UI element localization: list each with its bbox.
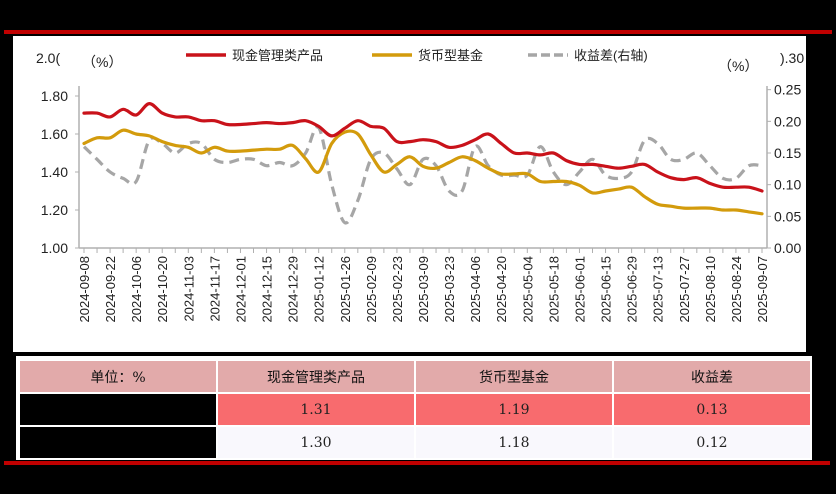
- left-tick-label: 1.20: [41, 202, 68, 218]
- right-tick-label: 0.20: [774, 113, 801, 129]
- x-tick-label: 2025-01-26: [338, 256, 353, 323]
- cell-money-fund: 1.18: [415, 427, 612, 458]
- table-header-row: 单位：% 现金管理类产品 货币型基金 收益差: [20, 361, 810, 392]
- left-tick-label: 2.0(: [36, 50, 60, 66]
- x-tick-label: 2025-01-12: [312, 256, 327, 323]
- x-tick-label: 2025-05-04: [520, 256, 535, 323]
- header-unit: 单位：%: [20, 361, 216, 392]
- row-label-redacted: [20, 427, 216, 458]
- x-tick-label: 2025-06-15: [599, 256, 614, 323]
- table-row: 1.31 1.19 0.13: [20, 394, 810, 425]
- header-cash-mgmt: 现金管理类产品: [217, 361, 414, 392]
- x-tick-label: 2024-11-17: [207, 256, 222, 322]
- x-tick-label: 2025-08-10: [703, 256, 718, 323]
- cell-cash-mgmt: 1.31: [217, 394, 414, 425]
- cell-spread: 0.12: [613, 427, 810, 458]
- x-tick-label: 2024-10-20: [155, 256, 170, 323]
- right-tick-label: 0.00: [774, 240, 801, 256]
- right-tick-label: 0.05: [774, 208, 801, 224]
- x-tick-label: 2024-09-22: [103, 256, 118, 323]
- x-tick-label: 2025-02-23: [390, 256, 405, 323]
- right-unit-label: （%）: [718, 58, 758, 74]
- x-tick-label: 2024-09-08: [77, 256, 92, 323]
- x-tick-label: 2025-08-24: [729, 256, 744, 323]
- left-tick-label: 1.60: [41, 126, 68, 142]
- x-tick-label: 2025-07-27: [677, 256, 692, 323]
- x-tick-label: 2025-03-09: [416, 256, 431, 323]
- x-tick-label: 2025-09-07: [755, 256, 770, 323]
- series-line-2: [82, 125, 763, 225]
- header-money-fund: 货币型基金: [415, 361, 612, 392]
- x-tick-label: 2024-12-01: [233, 256, 248, 323]
- left-tick-label: 1.40: [41, 164, 68, 180]
- x-tick-label: 2024-11-03: [181, 256, 196, 322]
- x-tick-label: 2025-02-09: [364, 256, 379, 323]
- yield-table: 单位：% 现金管理类产品 货币型基金 收益差 1.31 1.19 0.13 1.…: [18, 359, 812, 460]
- table-row: 1.30 1.18 0.12: [20, 427, 810, 458]
- left-unit-label: （%）: [82, 54, 122, 70]
- x-tick-label: 2025-06-29: [625, 256, 640, 323]
- line-chart: 1.00 1.20 1.40 1.60 1.80 2.0( 0.00 0.05 0.10 0.15…: [36, 48, 804, 323]
- x-tick-label: 2024-12-29: [286, 256, 301, 323]
- right-tick-label: ).30: [780, 50, 804, 66]
- x-tick-label: 2024-10-06: [129, 256, 144, 323]
- cell-cash-mgmt: 1.30: [217, 427, 414, 458]
- right-tick-label: 0.25: [774, 82, 801, 98]
- cell-money-fund: 1.19: [415, 394, 612, 425]
- legend-label: 货币型基金: [418, 48, 483, 63]
- x-tick-label: 2025-04-20: [494, 256, 509, 323]
- series-line-1: [82, 128, 764, 216]
- left-tick-label: 1.00: [41, 240, 68, 256]
- legend-label: 收益差(右轴): [574, 48, 648, 63]
- x-tick-label: 2025-04-06: [468, 256, 483, 323]
- x-tick-label: 2024-12-15: [260, 256, 275, 323]
- header-spread: 收益差: [613, 361, 810, 392]
- left-tick-label: 1.80: [41, 88, 68, 104]
- right-tick-label: 0.15: [774, 145, 801, 161]
- top-accent-bar: [4, 30, 832, 34]
- x-tick-label: 2025-03-23: [442, 256, 457, 323]
- chart-panel: 1.00 1.20 1.40 1.60 1.80 2.0( 0.00 0.05 0.10 0.15…: [13, 36, 806, 352]
- row-label-redacted: [20, 394, 216, 425]
- right-tick-label: 0.10: [774, 177, 801, 193]
- bottom-accent-bar: [4, 461, 830, 465]
- x-tick-label: 2025-07-13: [651, 256, 666, 323]
- legend-label: 现金管理类产品: [232, 48, 323, 63]
- cell-spread: 0.13: [613, 394, 810, 425]
- x-tick-label: 2025-05-18: [546, 256, 561, 323]
- series-line-0: [82, 102, 764, 193]
- x-tick-label: 2025-06-01: [572, 256, 587, 323]
